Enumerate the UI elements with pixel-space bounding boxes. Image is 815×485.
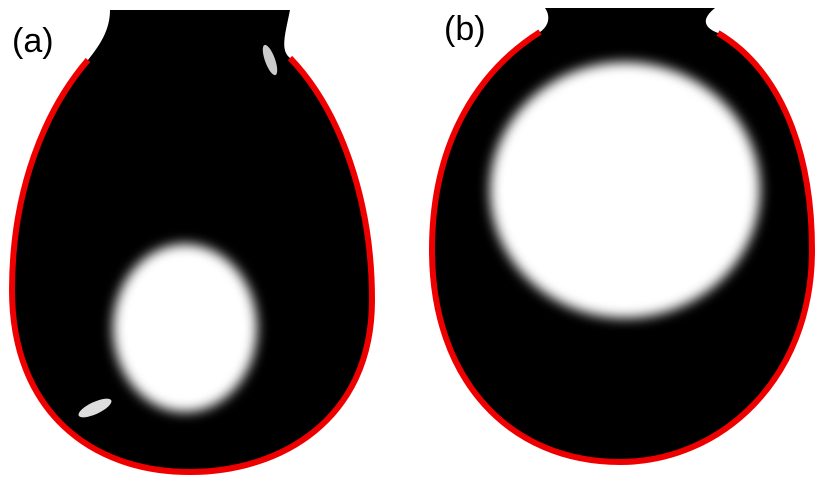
- drop-a: (a): [12, 10, 372, 472]
- panel-label: (b): [444, 10, 486, 48]
- highlight: [113, 244, 257, 412]
- drop-b: (b): [432, 8, 812, 462]
- highlight: [490, 62, 760, 318]
- panel-label: (a): [12, 22, 54, 60]
- figure: (a) (b): [0, 0, 815, 485]
